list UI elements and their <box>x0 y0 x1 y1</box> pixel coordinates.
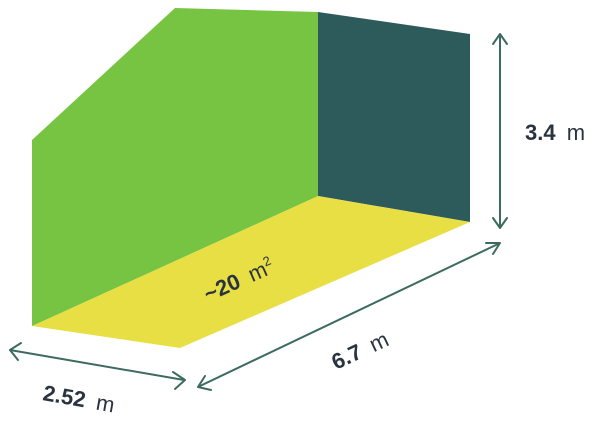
floor-surface <box>32 196 470 348</box>
length-label: 6.7 m <box>328 326 393 374</box>
length-unit: m <box>365 326 392 356</box>
back-wall <box>318 12 470 222</box>
width-label: 2.52 m <box>41 380 117 417</box>
length-value: 6.7 <box>328 339 366 375</box>
side-wall <box>32 8 318 326</box>
width-value: 2.52 <box>41 380 88 412</box>
height-dimension-arrow <box>492 33 508 229</box>
length-dimension-arrow <box>197 242 501 391</box>
height-label: 3.4 m <box>525 120 585 145</box>
width-unit: m <box>94 390 116 418</box>
height-value: 3.4 <box>525 120 556 145</box>
width-dimension-arrow <box>9 342 186 390</box>
height-unit: m <box>567 120 585 145</box>
